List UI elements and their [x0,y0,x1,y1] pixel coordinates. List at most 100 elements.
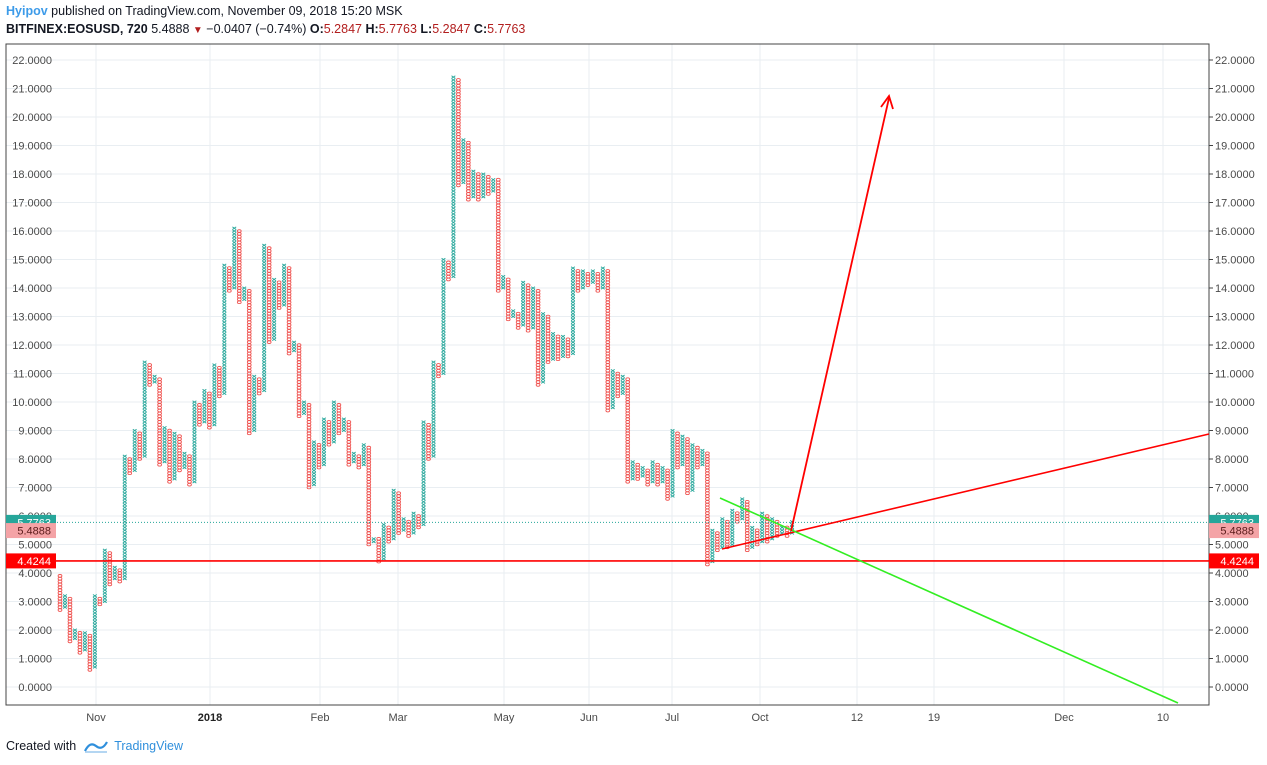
x-box [540,346,546,350]
o-box [256,388,262,393]
x-box [710,539,715,544]
o-box [167,448,172,453]
x-box [262,311,267,316]
o-box [346,451,352,456]
tradingview-brand-link[interactable]: TradingView [114,739,183,753]
o-box [346,442,352,447]
y-tick-label-right: 4.0000 [1215,568,1249,580]
o-box [246,383,252,387]
x-column [710,528,715,564]
o-box [366,448,372,453]
x-box [740,508,745,512]
x-box [252,383,257,387]
x-box [451,83,456,88]
tradingview-logo-icon[interactable] [84,739,109,753]
x-box [321,451,327,455]
x-box [182,457,187,461]
x-box [232,237,237,242]
x-box [540,351,546,356]
x-box [142,454,147,458]
o-box [127,462,133,467]
o-box [685,465,690,470]
x-box [232,240,237,245]
x-box [441,286,446,290]
x-box [311,482,317,487]
x-box [252,400,257,404]
x-column [640,465,645,478]
o-box [685,460,690,464]
o-box [306,468,312,473]
x-box [530,311,536,316]
o-box [177,465,182,470]
x-box [381,525,386,530]
o-box [236,249,242,253]
o-box [705,494,710,498]
o-box [605,277,611,282]
x-box [122,517,127,521]
o-box [346,454,352,458]
o-box [605,269,611,273]
x-box [92,665,98,669]
y-tick-label-left: 2.0000 [18,625,52,637]
x-box [82,631,88,635]
x-box [132,451,137,455]
x-box [530,314,536,319]
x-box [451,206,456,210]
o-box [625,425,631,430]
x-box [530,320,536,324]
o-column [495,177,501,293]
o-box [715,537,720,541]
o-box [167,451,172,456]
x-box [570,349,576,353]
o-box [226,271,232,276]
o-box [396,517,401,521]
o-box [625,422,631,427]
o-box [605,334,611,339]
x-column [690,443,695,493]
o-box [396,525,401,530]
o-box [575,269,581,273]
o-box [127,457,133,461]
x-column [291,340,297,353]
price-tag-bg [6,553,56,569]
o-box [207,417,212,421]
o-box [515,323,521,327]
x-box [431,377,436,381]
o-box [266,303,272,307]
o-box [246,391,252,396]
x-box [192,423,197,427]
x-box [102,577,107,581]
created-with-text: Created with [6,739,77,753]
x-box [142,437,147,441]
x-column [431,360,436,458]
o-box [665,468,670,473]
y-tick-label-right: 21.0000 [1215,84,1255,96]
x-box [281,286,287,290]
o-box [306,482,312,487]
o-box [296,408,302,413]
x-box [92,631,98,635]
x-box [212,386,217,390]
x-box [311,460,317,464]
y-tick-label-left: 18.0000 [12,169,52,181]
x-box [431,417,436,421]
o-box [456,160,461,165]
x-box [520,314,526,319]
x-box [401,522,406,527]
o-box [535,303,541,307]
o-box [286,297,292,302]
author-name[interactable]: Hyipov [6,4,48,18]
o-box [535,331,541,336]
x-column [262,243,267,393]
x-box [451,235,456,239]
arrow-head-icon [880,94,894,110]
o-box [306,477,312,481]
x-box [271,326,277,330]
o-box [157,405,162,410]
o-box [157,425,162,430]
o-box [167,445,172,450]
x-box [451,266,456,270]
x-box [92,648,98,652]
close-value: 5.7763 [487,22,526,36]
o-box [157,431,162,436]
